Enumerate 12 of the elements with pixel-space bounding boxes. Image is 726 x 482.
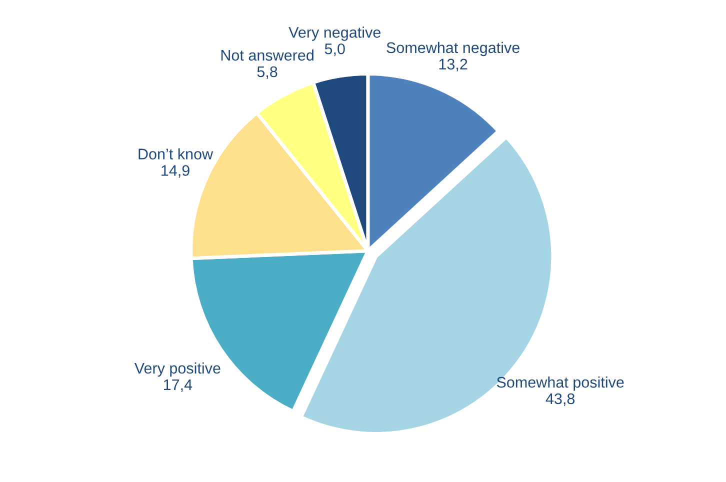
- data-label: 5,0: [324, 43, 345, 56]
- slice-label: Not answered: [221, 49, 314, 61]
- data-label: 13,2: [439, 58, 468, 72]
- data-label: 5,8: [257, 66, 278, 79]
- data-label: 17,4: [164, 379, 192, 392]
- data-label: 43,8: [546, 393, 575, 406]
- slice-label: Very negative: [288, 26, 380, 41]
- slice-label: Somewhat positive: [496, 376, 624, 391]
- data-label: 14,9: [162, 165, 190, 178]
- slice-label: Very positive: [134, 362, 220, 377]
- slice-label: Somewhat negative: [386, 42, 520, 56]
- slice-label: Don’t know: [138, 148, 214, 160]
